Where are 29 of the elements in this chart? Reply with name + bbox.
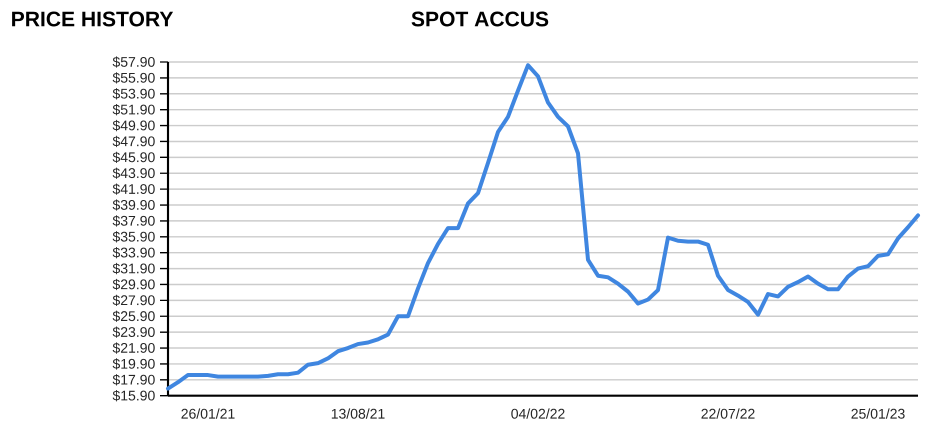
y-tick-label: $21.90 [112,342,155,354]
y-tick-label: $29.90 [112,278,155,290]
y-tick-label: $53.90 [112,88,155,100]
y-tick-label: $49.90 [112,120,155,132]
y-tick-label: $19.90 [112,358,155,370]
y-tick-label: $33.90 [112,247,155,258]
y-tick-label: $27.90 [112,294,155,306]
y-tick-label: $17.90 [112,374,155,386]
x-tick-label: 25/01/23 [851,408,905,419]
y-tick-label: $15.90 [112,390,155,402]
y-tick-label: $51.90 [112,104,155,116]
x-tick-label: 22/07/22 [701,408,755,419]
y-tick-label: $55.90 [112,72,155,84]
chart-subtitle: PRICE HISTORY [12,12,174,26]
chart-title: SPOT ACCUS [412,12,548,26]
y-tick-label: $35.90 [112,231,155,242]
y-tick-label: $47.90 [112,136,155,148]
x-tick-label: 13/08/21 [332,408,385,419]
y-tick-label: $57.90 [112,56,155,68]
y-tick-label: $45.90 [112,152,155,164]
y-tick-label: $25.90 [112,310,155,322]
y-tick-label: $31.90 [112,262,155,274]
x-tick-label: 04/02/22 [511,408,565,419]
x-tick-label: 26/01/21 [181,408,235,419]
y-tick-label: $43.90 [112,168,155,179]
y-tick-label: $39.90 [112,199,155,211]
y-tick-label: $37.90 [112,215,155,227]
y-tick-label: $41.90 [112,183,155,195]
y-tick-label: $23.90 [112,326,155,338]
